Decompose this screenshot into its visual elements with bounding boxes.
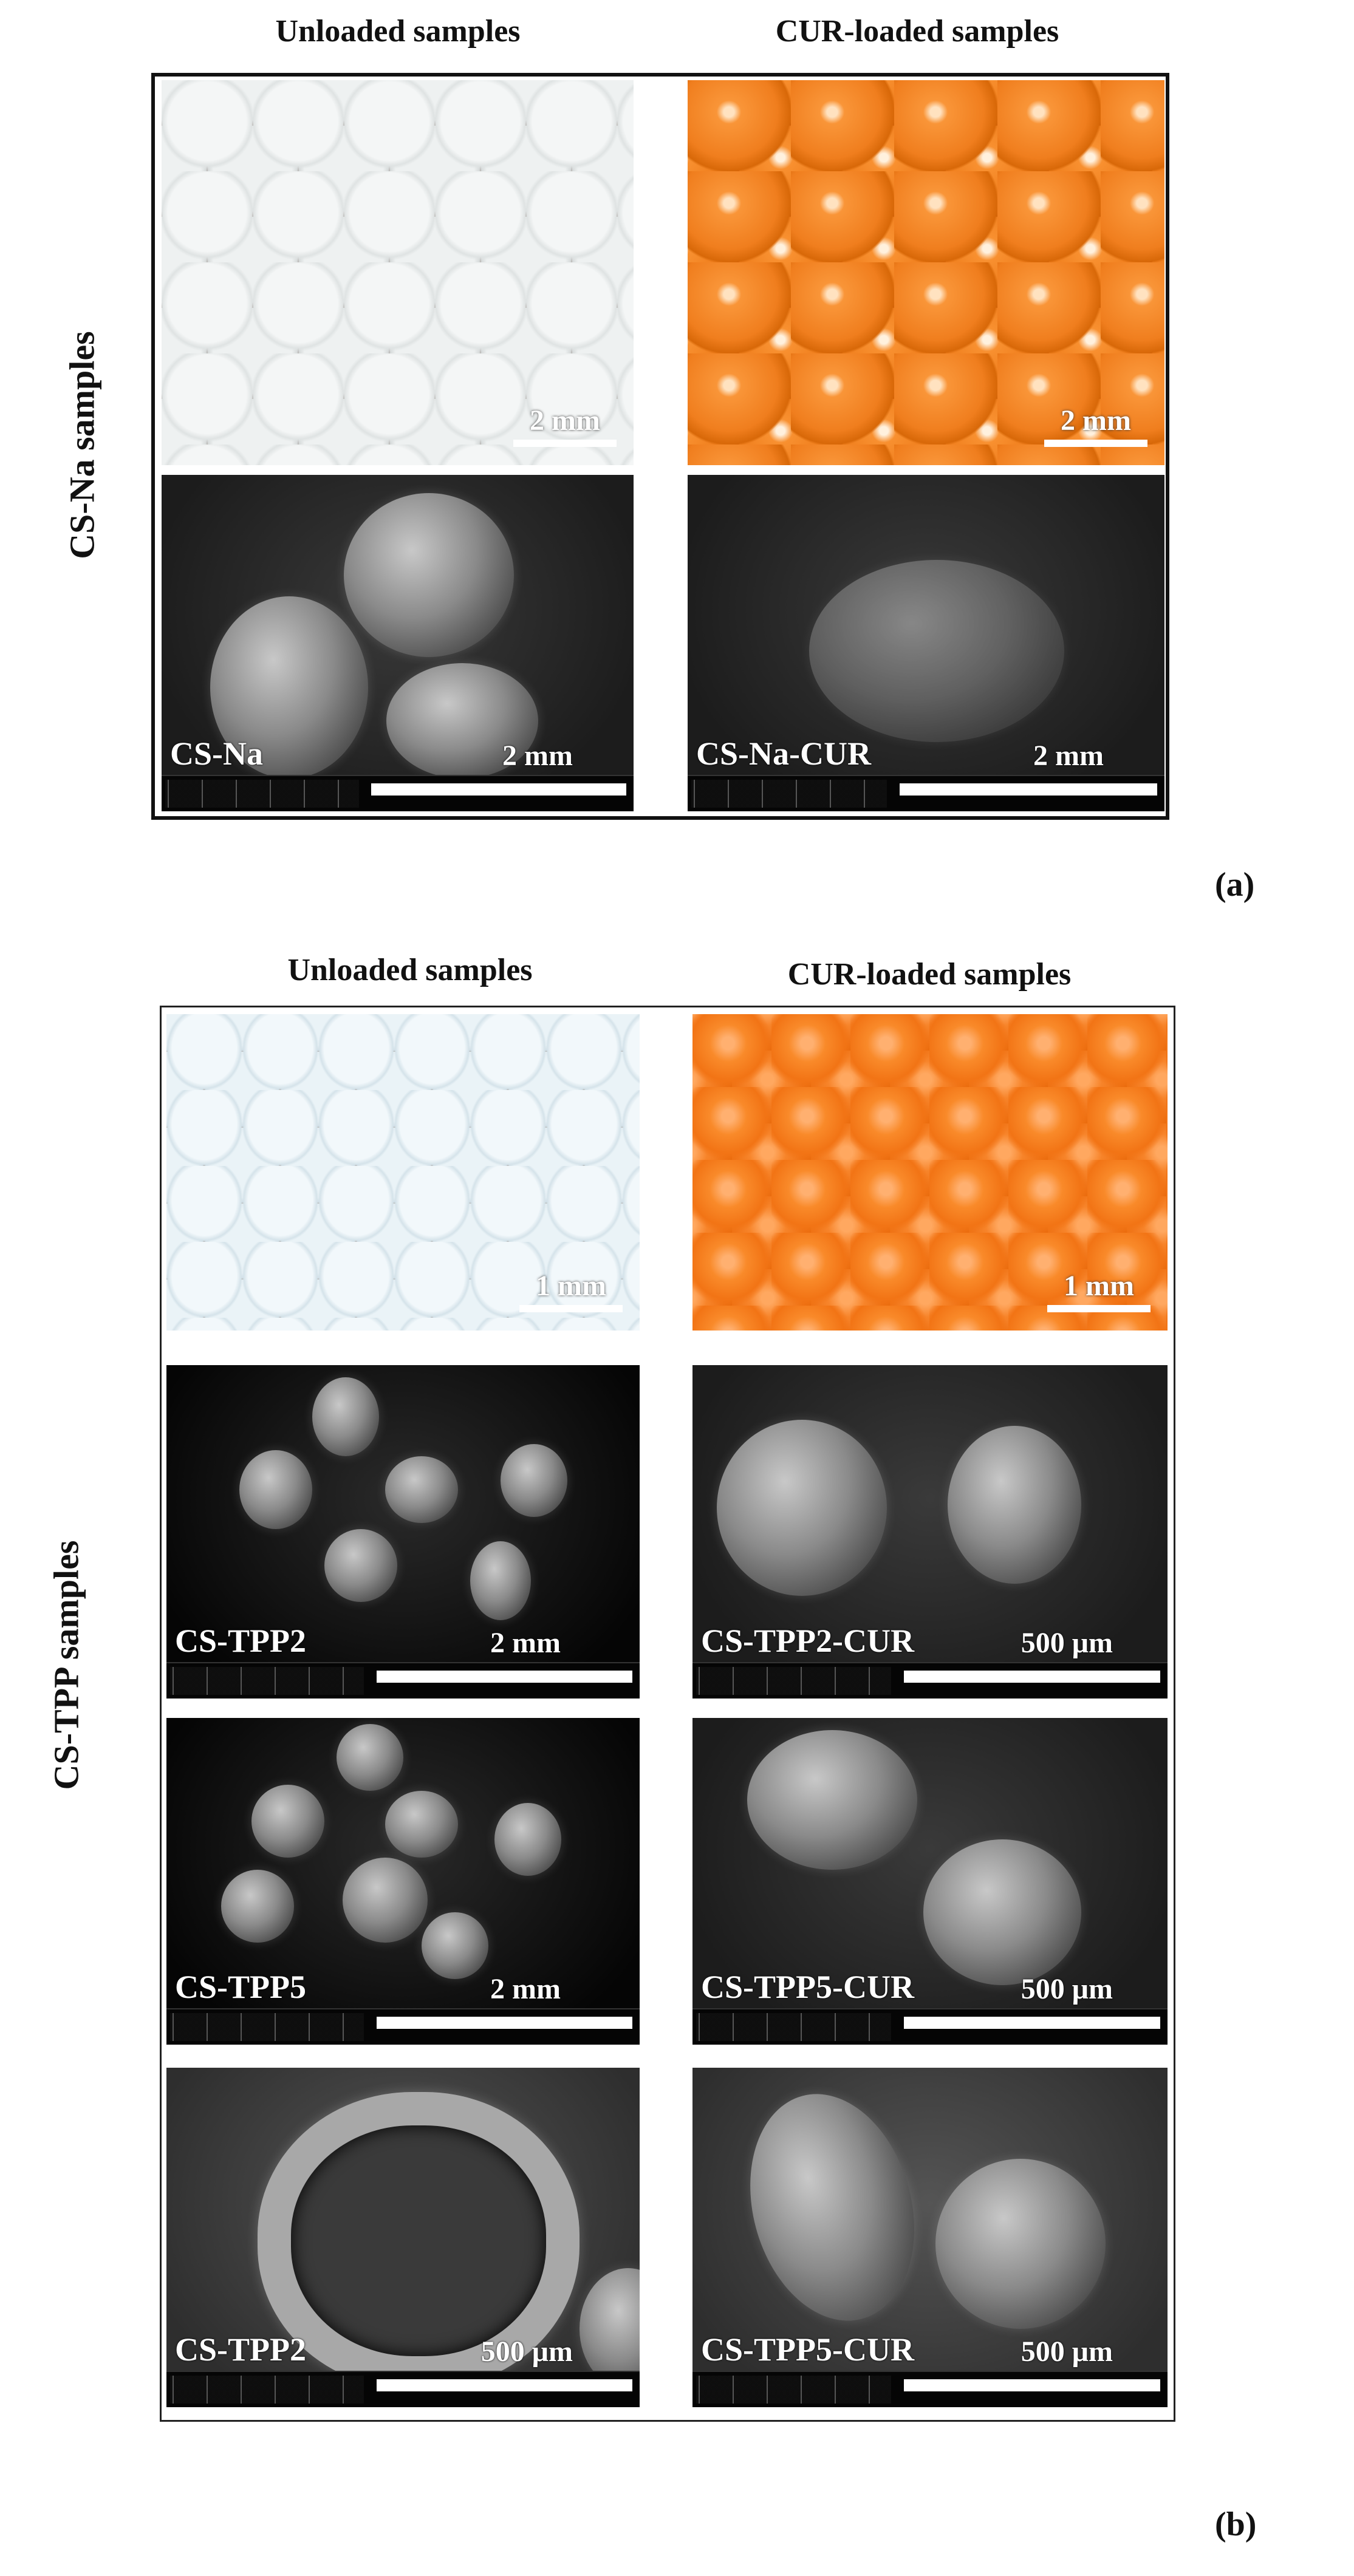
photo-cs-tpp-cur-loaded: 1 mm xyxy=(692,1014,1168,1331)
scale-bar: 1 mm xyxy=(519,1269,623,1312)
photo-cs-na-unloaded: 2 mm xyxy=(162,80,634,465)
panel-b-title-unloaded: Unloaded samples xyxy=(287,953,533,987)
panel-a-frame xyxy=(151,73,1169,820)
sem-cs-tpp2: CS-TPP2 2 mm xyxy=(166,1365,640,1699)
sample-name: CS-TPP2 xyxy=(175,2331,306,2368)
sem-info-bar xyxy=(166,2371,640,2407)
sem-info-bar xyxy=(692,1662,1168,1699)
sem-cs-tpp2-cur: CS-TPP2-CUR 500 μm xyxy=(692,1365,1168,1699)
sample-name: CS-TPP5-CUR xyxy=(701,2331,914,2368)
panel-b-row-label: CS-TPP samples xyxy=(46,1540,86,1790)
sem-cs-na: CS-Na 2 mm xyxy=(162,475,634,811)
sem-info-bar xyxy=(166,2008,640,2045)
scale-bar: 2 mm xyxy=(513,404,617,447)
photo-cs-na-cur-loaded: 2 mm xyxy=(688,80,1164,465)
scale-label: 500 μm xyxy=(1021,1973,1113,2005)
scale-label: 2 mm xyxy=(490,1973,561,2005)
scale-label: 2 mm xyxy=(490,1627,561,1659)
panel-a-label: (a) xyxy=(1215,866,1255,904)
sem-cs-tpp5-cur-closeup: CS-TPP5-CUR 500 μm xyxy=(692,2068,1168,2407)
scale-bar: 2 mm xyxy=(1044,404,1147,447)
sample-name: CS-TPP5-CUR xyxy=(701,1969,914,2005)
sem-cs-tpp5: CS-TPP5 2 mm xyxy=(166,1718,640,2045)
scale-label: 2 mm xyxy=(502,740,573,772)
scale-label: 2 mm xyxy=(1061,404,1131,437)
sample-name: CS-Na-CUR xyxy=(696,735,871,772)
panel-a-title-unloaded: Unloaded samples xyxy=(275,14,521,49)
sem-info-bar xyxy=(692,2371,1168,2407)
sample-name: CS-TPP5 xyxy=(175,1969,306,2005)
sem-info-bar xyxy=(692,2008,1168,2045)
photo-cs-tpp-unloaded: 1 mm xyxy=(166,1014,640,1331)
panel-a-title-cur-loaded: CUR-loaded samples xyxy=(775,14,1059,49)
sem-cs-tpp5-cur: CS-TPP5-CUR 500 μm xyxy=(692,1718,1168,2045)
sem-info-bar xyxy=(688,775,1164,811)
panel-b-title-cur-loaded: CUR-loaded samples xyxy=(787,957,1072,992)
scale-label: 2 mm xyxy=(530,404,600,437)
scale-label: 1 mm xyxy=(536,1270,606,1302)
scale-label: 2 mm xyxy=(1033,740,1104,772)
scale-label: 500 μm xyxy=(480,2336,573,2368)
sem-info-bar xyxy=(166,1662,640,1699)
sample-name: CS-TPP2 xyxy=(175,1623,306,1659)
sample-name: CS-Na xyxy=(170,735,264,772)
panel-b-label: (b) xyxy=(1215,2506,1257,2543)
sem-cs-na-cur: CS-Na-CUR 2 mm xyxy=(688,475,1164,811)
sample-name: CS-TPP2-CUR xyxy=(701,1623,914,1659)
scale-bar: 1 mm xyxy=(1047,1269,1151,1312)
scale-label: 1 mm xyxy=(1064,1270,1134,1302)
panel-b-frame xyxy=(160,1006,1175,2422)
scale-label: 500 μm xyxy=(1021,2336,1113,2368)
sem-cs-tpp2-closeup: CS-TPP2 500 μm xyxy=(166,2068,640,2407)
sem-info-bar xyxy=(162,775,634,811)
panel-a-row-label: CS-Na samples xyxy=(62,331,102,559)
scale-label: 500 μm xyxy=(1021,1627,1113,1659)
